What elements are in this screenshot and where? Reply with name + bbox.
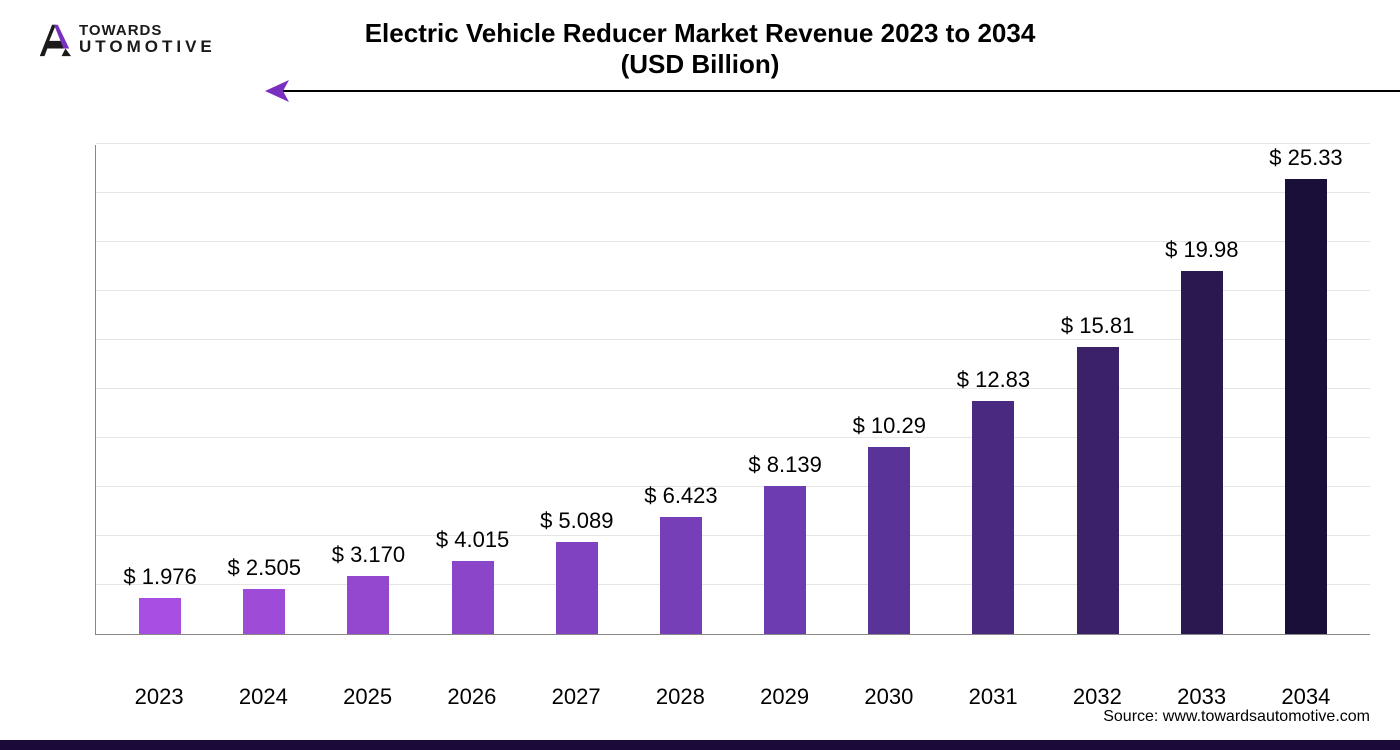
x-tick-label: 2032 bbox=[1045, 684, 1149, 710]
bar bbox=[764, 486, 806, 634]
decorative-arrow-line bbox=[280, 90, 1400, 92]
x-tick-label: 2027 bbox=[524, 684, 628, 710]
title-line-1: Electric Vehicle Reducer Market Revenue … bbox=[0, 18, 1400, 49]
footer-bar bbox=[0, 740, 1400, 750]
bar-slot: $ 15.81 bbox=[1046, 145, 1150, 634]
x-tick-label: 2028 bbox=[628, 684, 732, 710]
bar bbox=[556, 542, 598, 634]
bars-container: $ 1.976 $ 2.505 $ 3.170 $ 4.015 $ 5.089 $ 6.4… bbox=[96, 145, 1370, 634]
bar-slot: $ 8.139 bbox=[733, 145, 837, 634]
x-tick-label: 2026 bbox=[420, 684, 524, 710]
x-tick-label: 2029 bbox=[733, 684, 837, 710]
gridline bbox=[96, 143, 1370, 144]
bar bbox=[1077, 347, 1119, 634]
x-axis: 2023202420252026202720282029203020312032… bbox=[95, 684, 1370, 710]
x-tick-label: 2031 bbox=[941, 684, 1045, 710]
bar-value-label: $ 4.015 bbox=[436, 527, 509, 553]
bar-value-label: $ 6.423 bbox=[644, 483, 717, 509]
bar-slot: $ 3.170 bbox=[316, 145, 420, 634]
bar-value-label: $ 2.505 bbox=[228, 555, 301, 581]
bar-slot: $ 25.33 bbox=[1254, 145, 1358, 634]
arrow-left-icon bbox=[265, 78, 295, 104]
bar-slot: $ 6.423 bbox=[629, 145, 733, 634]
x-tick-label: 2033 bbox=[1150, 684, 1254, 710]
x-tick-label: 2023 bbox=[107, 684, 211, 710]
bar-value-label: $ 19.98 bbox=[1165, 237, 1238, 263]
bar-value-label: $ 25.33 bbox=[1269, 145, 1342, 171]
bar-slot: $ 1.976 bbox=[108, 145, 212, 634]
title-line-2: (USD Billion) bbox=[0, 49, 1400, 80]
bar bbox=[452, 561, 494, 634]
bar bbox=[347, 576, 389, 634]
x-tick-label: 2030 bbox=[837, 684, 941, 710]
x-tick-label: 2025 bbox=[316, 684, 420, 710]
source-text: Source: www.towardsautomotive.com bbox=[1103, 708, 1370, 726]
bar-slot: $ 4.015 bbox=[421, 145, 525, 634]
bar-slot: $ 5.089 bbox=[525, 145, 629, 634]
bar-value-label: $ 5.089 bbox=[540, 508, 613, 534]
bar bbox=[972, 401, 1014, 634]
bar bbox=[1181, 271, 1223, 634]
bar-value-label: $ 8.139 bbox=[748, 452, 821, 478]
bar-slot: $ 12.83 bbox=[941, 145, 1045, 634]
chart-title: Electric Vehicle Reducer Market Revenue … bbox=[0, 18, 1400, 80]
bar-slot: $ 19.98 bbox=[1150, 145, 1254, 634]
bar bbox=[868, 447, 910, 634]
bar-value-label: $ 1.976 bbox=[123, 564, 196, 590]
x-tick-label: 2034 bbox=[1254, 684, 1358, 710]
bar-value-label: $ 10.29 bbox=[853, 413, 926, 439]
plot-area: $ 1.976 $ 2.505 $ 3.170 $ 4.015 $ 5.089 $ 6.4… bbox=[95, 145, 1370, 635]
bar bbox=[243, 589, 285, 634]
bar-value-label: $ 15.81 bbox=[1061, 313, 1134, 339]
bar bbox=[660, 517, 702, 634]
bar-slot: $ 10.29 bbox=[837, 145, 941, 634]
x-tick-label: 2024 bbox=[211, 684, 315, 710]
bar-slot: $ 2.505 bbox=[212, 145, 316, 634]
bar bbox=[1285, 179, 1327, 634]
bar-value-label: $ 12.83 bbox=[957, 367, 1030, 393]
bar bbox=[139, 598, 181, 634]
bar-chart: $ 1.976 $ 2.505 $ 3.170 $ 4.015 $ 5.089 $ 6.4… bbox=[85, 145, 1370, 670]
bar-value-label: $ 3.170 bbox=[332, 542, 405, 568]
